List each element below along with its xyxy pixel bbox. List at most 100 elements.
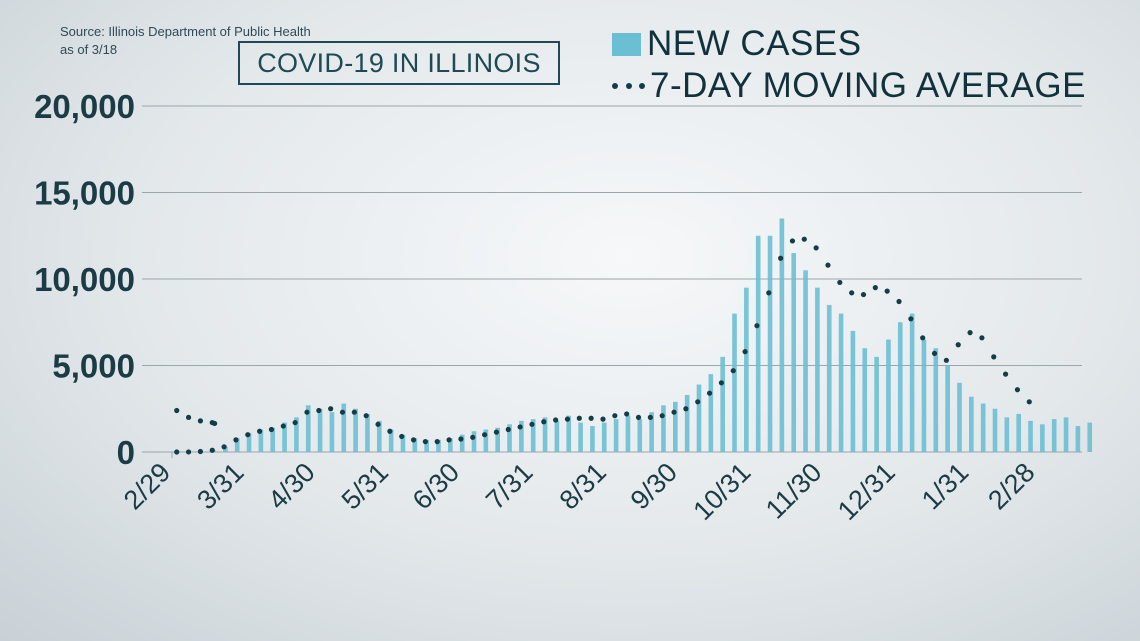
bar (471, 431, 477, 452)
bar (258, 429, 264, 452)
moving-average-point (564, 416, 571, 422)
x-tick-text: 7/31 (480, 457, 538, 515)
moving-average-point (1026, 399, 1032, 405)
bar (779, 218, 785, 452)
moving-average-point (434, 439, 440, 445)
y-tick-label: 15,000 (34, 175, 135, 212)
bar (483, 429, 489, 452)
x-tick-label: 4/30 (262, 457, 320, 515)
y-tick-label: 0 (117, 434, 135, 471)
moving-average-point (647, 414, 653, 420)
bar (329, 412, 335, 452)
bar (294, 417, 299, 452)
moving-average-point (943, 357, 949, 363)
moving-average-point (481, 432, 488, 438)
moving-average-point (718, 380, 725, 386)
moving-average-point (446, 437, 452, 443)
moving-average-point (316, 407, 322, 414)
moving-average-point (363, 413, 369, 419)
x-tick-label: 2/28 (982, 457, 1040, 515)
moving-average-point (671, 409, 677, 415)
bar (696, 384, 702, 452)
moving-average-point (931, 350, 938, 356)
bar (566, 415, 572, 452)
x-tick-text: 12/31 (832, 457, 901, 526)
moving-average-point (825, 262, 831, 268)
x-tick-label: 7/31 (480, 457, 538, 515)
bar (341, 403, 347, 452)
moving-average-point (174, 449, 180, 455)
bar (388, 429, 394, 452)
moving-average-point (304, 409, 310, 415)
bar (365, 413, 370, 452)
moving-average-point (920, 335, 926, 341)
moving-average-point (908, 316, 914, 322)
x-tick-label: 1/31 (916, 457, 974, 515)
dotted-line-icon (612, 83, 645, 89)
legend-item-new-cases: NEW CASES (612, 23, 1086, 65)
bar (1040, 424, 1045, 452)
moving-average-point (221, 444, 227, 450)
bar (921, 339, 927, 452)
bar (519, 420, 524, 452)
bar (850, 330, 856, 452)
moving-average-point (955, 342, 961, 348)
x-tick-text: 2/28 (982, 457, 1040, 515)
moving-average-point (588, 415, 594, 421)
moving-average-point (991, 354, 997, 360)
moving-average-point (375, 421, 381, 427)
x-tick-label: 8/31 (554, 457, 612, 515)
bar (400, 434, 406, 452)
moving-average-point (292, 419, 298, 426)
bar (945, 365, 950, 452)
bar (1016, 413, 1021, 452)
moving-average-point (541, 419, 547, 425)
bar (933, 348, 939, 452)
bar (815, 287, 820, 452)
new-cases-bars (187, 218, 1093, 452)
bar (874, 356, 879, 452)
bar (601, 422, 607, 452)
moving-average-point (612, 413, 618, 419)
legend: NEW CASES 7-DAY MOVING AVERAGE (612, 23, 1086, 107)
bar (1063, 417, 1069, 452)
bar (1087, 422, 1093, 452)
x-tick-text: 9/30 (625, 457, 683, 515)
moving-average-point (410, 437, 417, 443)
moving-average-point (185, 414, 192, 420)
x-tick-text: 8/31 (554, 457, 612, 515)
moving-average-point (422, 439, 428, 445)
gridlines (142, 105, 1082, 458)
moving-average-point (624, 411, 630, 417)
x-tick-label: 5/31 (336, 457, 394, 515)
bar (424, 439, 429, 452)
moving-average-point (553, 417, 559, 423)
moving-average-point (458, 436, 464, 442)
bar (661, 405, 666, 452)
bar (495, 427, 501, 452)
y-tick-label: 10,000 (34, 261, 135, 298)
moving-average-point (884, 288, 890, 294)
moving-average-point (801, 236, 807, 242)
bar (909, 313, 915, 452)
x-tick-text: 3/31 (191, 457, 249, 515)
moving-average-point (872, 285, 878, 291)
bar (282, 422, 287, 452)
x-tick-label: 12/31 (832, 457, 901, 526)
legend-label-moving-average: 7-DAY MOVING AVERAGE (650, 66, 1086, 105)
moving-average-point (328, 406, 334, 412)
bar (317, 408, 323, 452)
moving-average-point (695, 399, 701, 405)
bar (838, 313, 844, 452)
moving-average-point (576, 415, 582, 421)
x-tick-text: 4/30 (262, 457, 320, 515)
moving-average-point (659, 413, 665, 419)
x-axis-tick-labels: 2/29 3/31 4/30 5/31 6/30 7/31 8/31 9/30 10/31 11/… (118, 457, 1041, 526)
moving-average-point (766, 290, 772, 296)
moving-average-point (268, 426, 275, 433)
moving-average-point (517, 424, 523, 430)
moving-average-point (257, 428, 263, 434)
bar (684, 394, 690, 452)
bar (791, 253, 797, 452)
bar (412, 438, 418, 452)
